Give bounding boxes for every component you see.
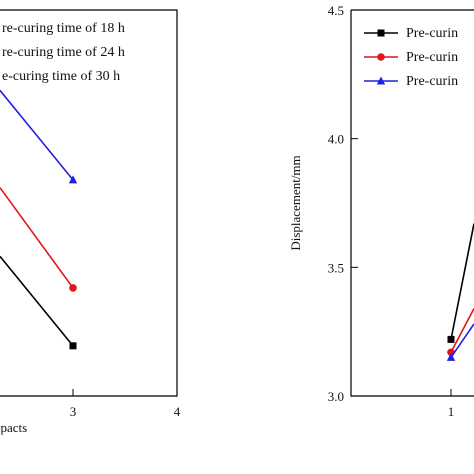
left-series-line	[0, 255, 74, 347]
right-legend-marker	[376, 76, 386, 85]
left-series-group	[0, 89, 78, 350]
right-x-tick-label: 1	[448, 404, 455, 419]
right-data-point	[447, 335, 455, 343]
left-data-point	[68, 175, 78, 184]
right-legend-label: Pre-curin	[406, 50, 458, 65]
left-series-line	[0, 187, 74, 289]
left-legend: re-curing time of 18 h re-curing time of …	[2, 21, 125, 84]
right-y-tick-label: 4.0	[328, 132, 344, 147]
right-y-tick-label: 3.5	[328, 260, 344, 275]
right-series-line	[450, 308, 474, 353]
left-x-axis-label: npacts	[0, 420, 27, 435]
left-data-point	[69, 342, 77, 350]
right-y-axis-label: Displacement/mm	[288, 155, 303, 250]
right-panel: 3.03.54.04.5 1 Pre-curinPre-curinPre-cur…	[288, 3, 474, 419]
right-y-tick-label: 3.0	[328, 389, 344, 404]
right-legend-label: Pre-curin	[406, 74, 458, 89]
right-x-ticks: 1	[448, 389, 455, 419]
left-legend-label: e-curing time of 30 h	[2, 69, 120, 84]
right-series-line	[450, 223, 474, 340]
right-legend-marker	[377, 29, 385, 37]
right-series-line	[450, 323, 474, 358]
left-legend-label: re-curing time of 24 h	[2, 45, 125, 60]
left-legend-label: re-curing time of 18 h	[2, 21, 125, 36]
right-legend-label: Pre-curin	[406, 26, 458, 41]
right-series-group	[446, 223, 474, 361]
left-series-line	[0, 89, 74, 181]
left-plot-frame	[0, 9, 178, 397]
right-y-tick-label: 4.5	[328, 3, 344, 18]
right-legend-marker	[377, 53, 385, 61]
right-legend: Pre-curin Pre-curin Pre-curin	[364, 26, 458, 89]
left-data-point	[69, 284, 77, 292]
right-plot-frame	[350, 9, 474, 397]
left-x-tick-label: 4	[174, 404, 181, 419]
right-y-ticks: 3.0 3.5 4.0 4.5	[328, 3, 358, 404]
right-data-point	[446, 352, 456, 361]
left-x-tick-label: 3	[70, 404, 77, 419]
